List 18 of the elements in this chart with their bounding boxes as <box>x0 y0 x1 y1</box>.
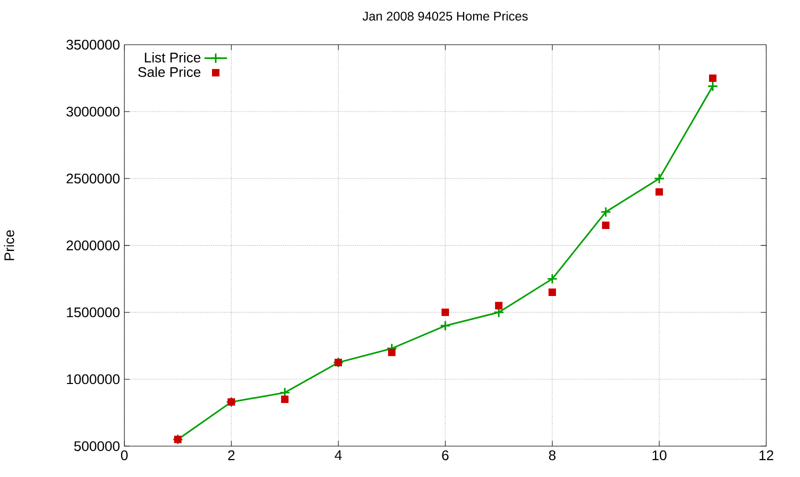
chart-title: Jan 2008 94025 Home Prices <box>362 11 528 21</box>
x-tick-label: 8 <box>548 450 556 460</box>
y-tick-label: 500000 <box>74 441 120 452</box>
y-tick-label: 2500000 <box>66 174 120 184</box>
y-tick-label: 2000000 <box>66 240 120 250</box>
legend-label: List Price <box>144 52 200 63</box>
y-tick-label: 1500000 <box>67 307 120 318</box>
y-tick-label: 3000000 <box>66 106 120 117</box>
x-tick-label: 4 <box>334 450 342 460</box>
y-axis-title: Price <box>4 230 14 260</box>
x-tick-label: 0 <box>121 450 128 460</box>
y-tick-label: 3500000 <box>66 40 120 50</box>
x-tick-label: 10 <box>652 450 666 460</box>
x-tick-label: 2 <box>228 450 234 460</box>
x-tick-label: 6 <box>442 450 449 460</box>
y-tick-label: 1000000 <box>67 374 120 384</box>
legend-label: Sale Price <box>138 66 200 78</box>
x-tick-label: 12 <box>760 450 774 460</box>
